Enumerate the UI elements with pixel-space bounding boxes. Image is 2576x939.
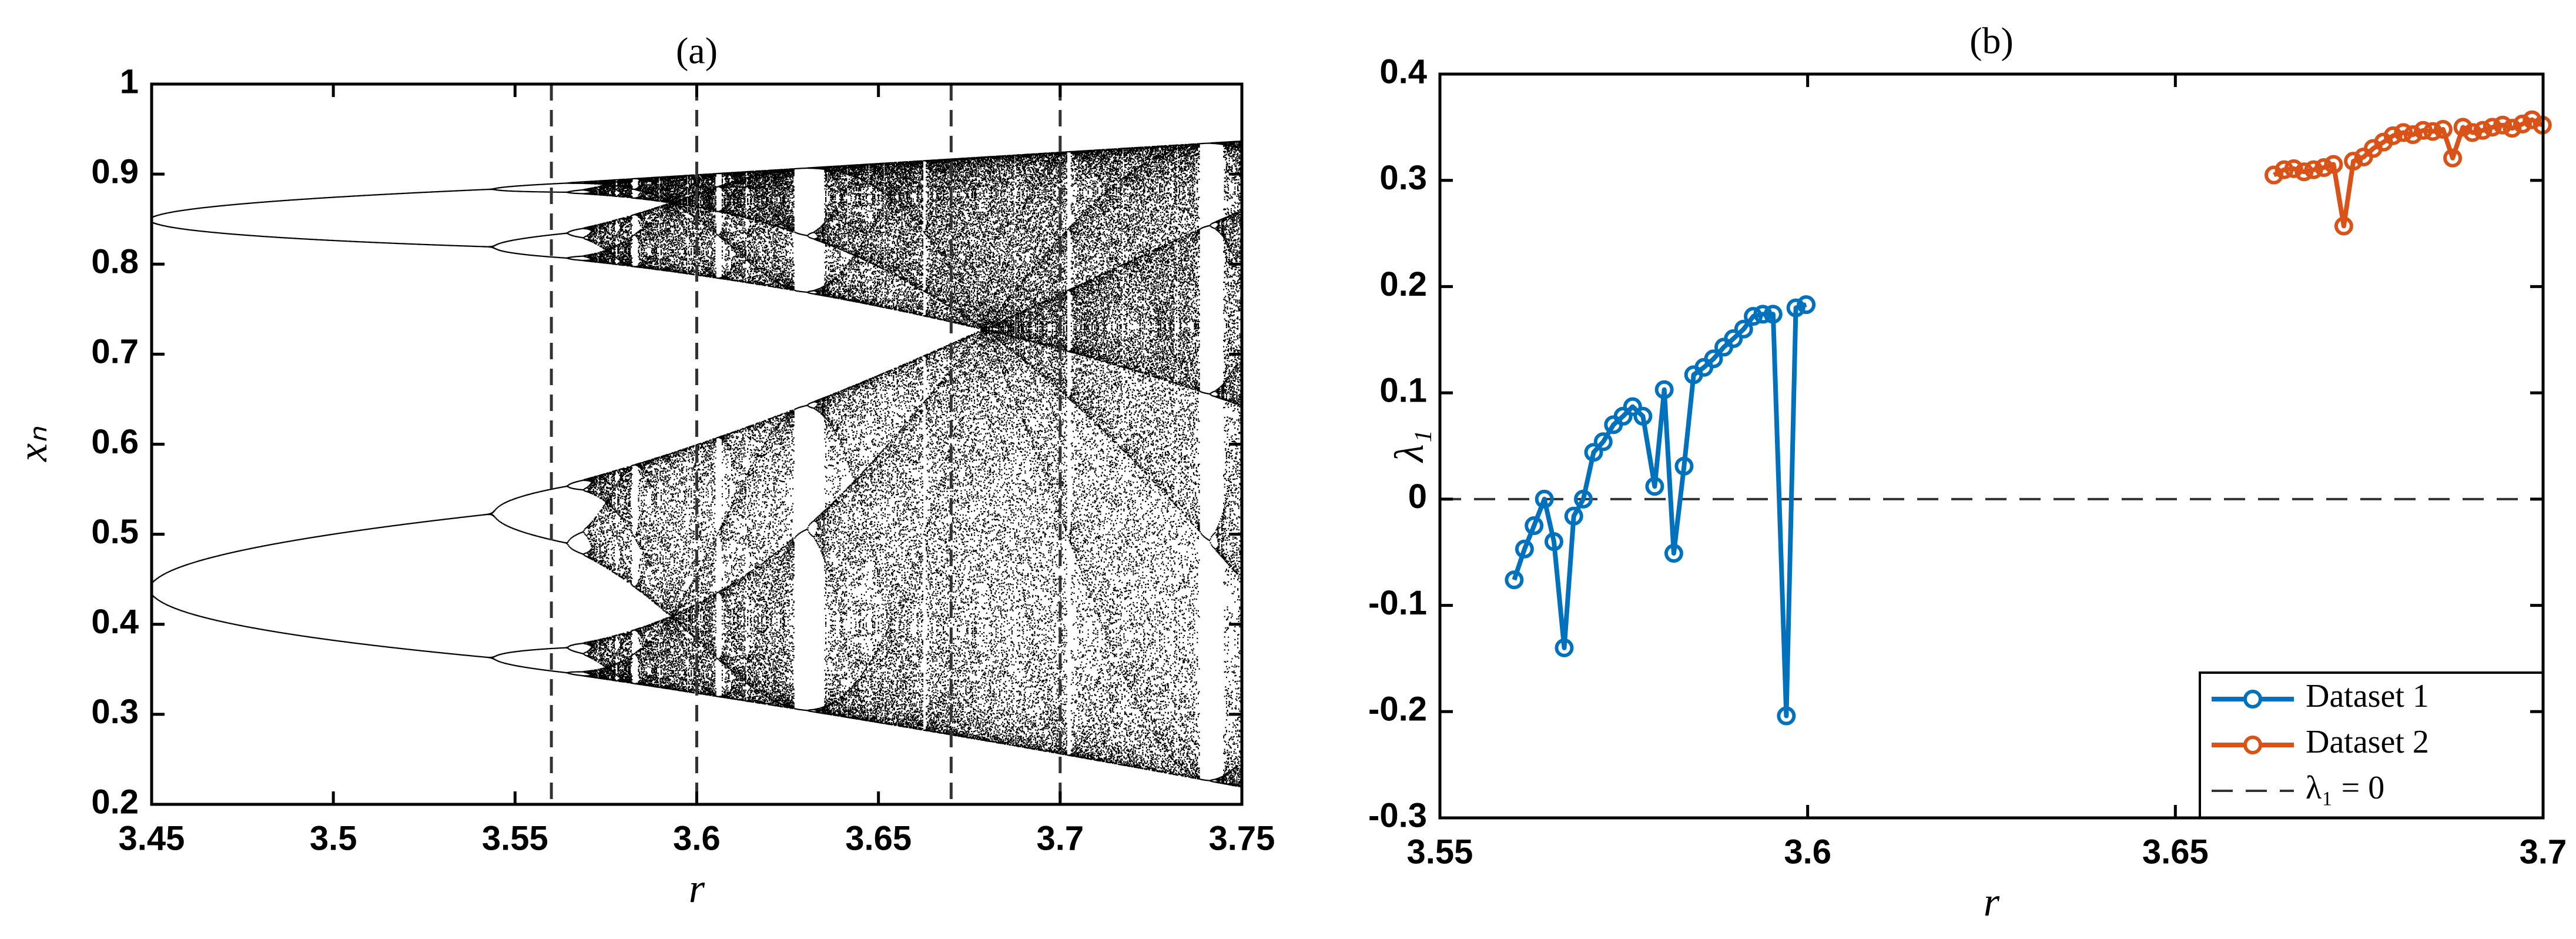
y-tick-label: 0.3 — [91, 693, 139, 731]
y-tick-label: -0.2 — [1368, 690, 1427, 729]
y-tick-label: 0.2 — [1379, 265, 1427, 303]
y-tick-label: 1 — [120, 62, 139, 101]
legend-marker — [2245, 737, 2260, 753]
x-axis-label: r — [1984, 880, 2000, 925]
x-tick-label: 3.45 — [119, 819, 185, 857]
x-tick-label: 3.55 — [1407, 833, 1473, 871]
x-tick-label: 3.75 — [1209, 819, 1275, 857]
y-tick-label: 0.6 — [91, 423, 139, 461]
chart-title: (b) — [1969, 20, 2014, 62]
x-axis-label: r — [689, 866, 705, 911]
y-axis-label: xₙ — [11, 426, 56, 462]
y-tick-label: 0.1 — [1379, 371, 1427, 409]
y-tick-label: 0.4 — [91, 603, 139, 641]
legend-marker — [2245, 691, 2260, 707]
y-tick-label: 0.7 — [91, 333, 139, 371]
x-tick-label: 3.65 — [2142, 833, 2209, 871]
y-tick-label: 0.9 — [91, 152, 139, 191]
y-tick-label: 0.8 — [91, 243, 139, 281]
x-tick-label: 3.6 — [1784, 833, 1831, 871]
legend-label: Dataset 1 — [2306, 678, 2429, 714]
x-tick-label: 3.6 — [673, 819, 721, 857]
y-tick-label: 0.4 — [1379, 52, 1427, 91]
y-tick-label: -0.3 — [1368, 796, 1427, 834]
y-axis-label: λ₁ — [1387, 430, 1432, 463]
legend: Dataset 1 Dataset 2 λ₁ = 0 — [2200, 673, 2543, 818]
legend-label: Dataset 2 — [2306, 724, 2429, 760]
x-tick-label: 3.7 — [1037, 819, 1084, 857]
x-tick-label: 3.65 — [845, 819, 912, 857]
y-tick-label: 0.3 — [1379, 159, 1427, 197]
y-tick-label: 0.5 — [91, 513, 139, 551]
y-tick-label: 0 — [1408, 477, 1427, 516]
chart-title: (a) — [676, 30, 718, 72]
y-tick-label: 0.2 — [91, 783, 139, 821]
y-tick-label: -0.1 — [1368, 584, 1427, 622]
x-tick-label: 3.55 — [482, 819, 548, 857]
x-tick-label: 3.5 — [310, 819, 357, 857]
x-tick-label: 3.7 — [2520, 833, 2567, 871]
legend-label: λ₁ = 0 — [2306, 770, 2384, 806]
